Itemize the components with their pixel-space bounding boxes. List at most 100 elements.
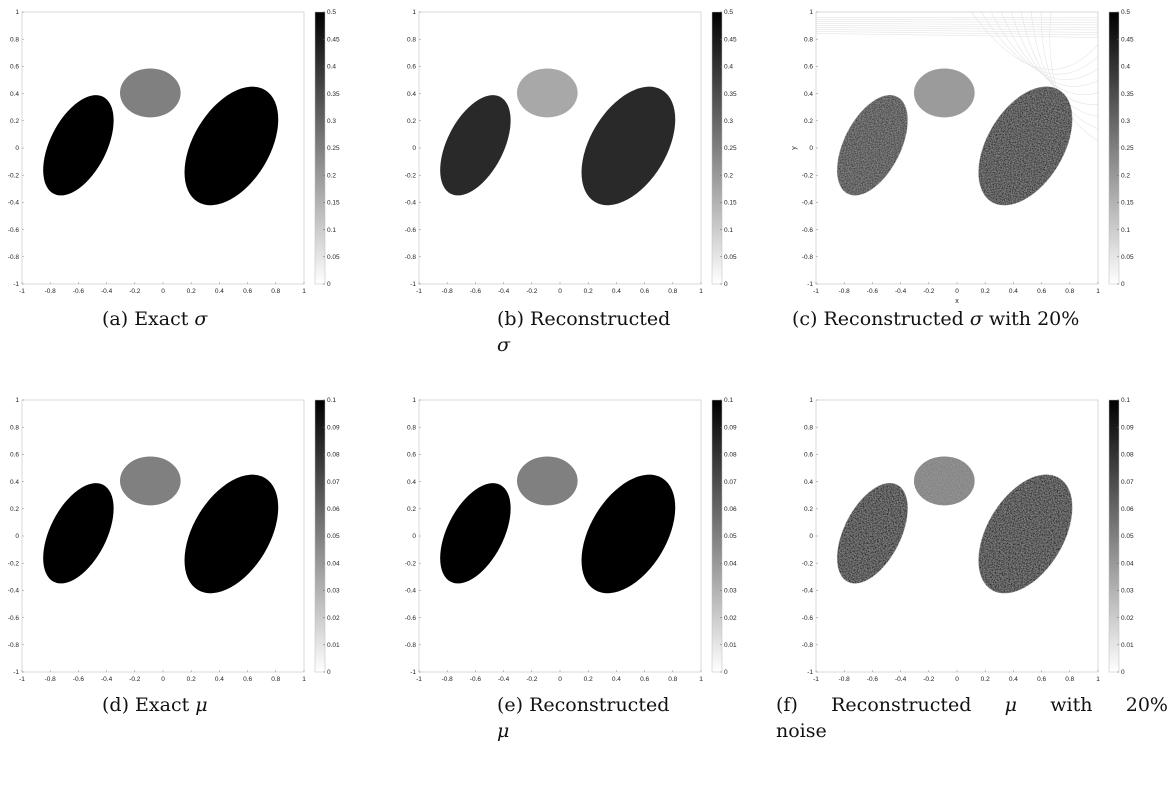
- y-tick-label: 0.4: [10, 91, 19, 98]
- colorbar-tick-label: 0.07: [724, 479, 737, 486]
- x-tick-label: -0.8: [45, 676, 57, 683]
- x-tick-label: -0.8: [45, 288, 57, 295]
- y-tick-label: 0.8: [804, 424, 813, 431]
- y-tick-label: -1: [410, 669, 416, 676]
- right-ellipse: [184, 86, 279, 206]
- colorbar-tick-label: 0.03: [327, 588, 340, 595]
- y-tick-label: -0.4: [405, 588, 417, 595]
- y-tick-label: 0.2: [10, 118, 19, 125]
- y-tick-label: 0.4: [407, 479, 416, 486]
- colorbar-tick-label: 0.35: [724, 91, 737, 98]
- y-tick-label: -0.8: [405, 254, 417, 261]
- colorbar-tick-label: 0: [327, 281, 331, 288]
- caption-label: (d) Exact: [102, 694, 196, 716]
- x-axis-label: x: [955, 298, 959, 305]
- y-tick-label: -0.6: [405, 227, 417, 234]
- left-ellipse: [837, 483, 908, 584]
- x-tick-label: -0.8: [839, 676, 851, 683]
- y-tick-label: -0.8: [802, 642, 814, 649]
- x-tick-label: -0.8: [839, 288, 851, 295]
- y-tick-label: -0.2: [8, 560, 20, 567]
- x-tick-label: -0.6: [73, 288, 85, 295]
- x-tick-label: -1: [813, 288, 819, 295]
- x-tick-label: 1: [302, 288, 306, 295]
- x-tick-label: 0.8: [668, 288, 677, 295]
- colorbar-tick-label: 0.3: [327, 118, 336, 125]
- y-tick-label: 0.6: [10, 452, 19, 459]
- colorbar-tick-label: 0.3: [724, 118, 733, 125]
- y-tick-label: 0: [809, 145, 813, 152]
- colorbar-tick-label: 0.08: [327, 452, 340, 459]
- colorbar-tick-label: 0.1: [327, 227, 336, 234]
- x-tick-label: -0.6: [73, 676, 85, 683]
- x-tick-label: 0.2: [584, 288, 593, 295]
- colorbar-tick-label: 0.3: [1121, 118, 1130, 125]
- caption-second-line: noise: [776, 720, 827, 742]
- small-disk: [516, 68, 578, 118]
- caption-line: (a) Exact σ: [102, 306, 262, 332]
- colorbar-tick-label: 0.15: [724, 200, 737, 207]
- right-ellipse: [184, 474, 279, 594]
- x-tick-label: 0: [955, 288, 959, 295]
- colorbar-tick-label: 0.05: [327, 254, 340, 261]
- colorbar-tick-label: 0.05: [327, 533, 340, 540]
- y-tick-label: -0.8: [405, 642, 417, 649]
- y-tick-label: -0.4: [8, 588, 20, 595]
- colorbar-tick-label: 0.35: [1121, 91, 1134, 98]
- x-tick-label: -0.8: [442, 676, 454, 683]
- y-tick-label: 1: [809, 397, 813, 404]
- left-ellipse: [43, 95, 114, 196]
- x-tick-label: 0: [558, 288, 562, 295]
- y-tick-label: -0.8: [802, 254, 814, 261]
- x-tick-label: 0.4: [612, 676, 621, 683]
- y-tick-label: -0.6: [802, 227, 814, 234]
- x-tick-label: 0.6: [243, 676, 252, 683]
- y-tick-label: 0.2: [804, 118, 813, 125]
- caption-a: (a) Exact σ: [102, 306, 262, 332]
- caption-d: (d) Exact μ: [102, 692, 262, 718]
- subfigure-d: -1 -0.8 -0.6 -0.4 -0.2 0 0.2 0.4 0.6 0.8 1 -1 -0.8 -0…: [8, 397, 362, 690]
- x-tick-label: -1: [19, 676, 25, 683]
- subfigure-c: -1 -0.8 -0.6 -0.4 -0.2 0 0.2 0.4 0.6 0.8 1 -1 -0.8 -0…: [791, 9, 1156, 305]
- y-tick-label: -0.6: [8, 227, 20, 234]
- colorbar-tick-label: 0.1: [1121, 397, 1130, 404]
- small-disk: [913, 68, 975, 118]
- y-tick-label: 0.4: [804, 91, 813, 98]
- y-tick-label: 0.8: [10, 424, 19, 431]
- x-tick-label: 1: [699, 676, 703, 683]
- colorbar-tick-label: 0.45: [327, 36, 340, 43]
- x-tick-label: -0.6: [470, 676, 482, 683]
- colorbar-tick-label: 0.03: [724, 588, 737, 595]
- colorbar-tick-label: 0.1: [327, 397, 336, 404]
- colorbar-tick-label: 0.04: [327, 560, 340, 567]
- caption-suffix: with 20%: [982, 308, 1080, 330]
- left-ellipse: [43, 483, 114, 584]
- x-tick-label: 0.6: [1037, 288, 1046, 295]
- subfigure-f: -1 -0.8 -0.6 -0.4 -0.2 0 0.2 0.4 0.6 0.8 1 -1 -0.8 -0…: [802, 397, 1156, 690]
- x-tick-label: -1: [416, 288, 422, 295]
- y-tick-label: -1: [13, 669, 19, 676]
- colorbar-tick-label: 0.25: [1121, 145, 1134, 152]
- colorbar-tick-label: 0.05: [724, 254, 737, 261]
- colorbar-tick-label: 0.25: [327, 145, 340, 152]
- y-tick-label: 1: [809, 9, 813, 16]
- plot-f: -1 -0.8 -0.6 -0.4 -0.2 0 0.2 0.4 0.6 0.8 1 -1 -0.8 -0…: [802, 397, 1134, 683]
- x-tick-label: -1: [813, 676, 819, 683]
- colorbar-tick-label: 0.04: [724, 560, 737, 567]
- colorbar-tick-label: 0: [724, 669, 728, 676]
- colorbar-tick-label: 0.01: [724, 642, 737, 649]
- colorbar-tick-label: 0.02: [1121, 615, 1134, 622]
- x-tick-label: -0.4: [101, 676, 113, 683]
- colorbar-tick-label: 0.09: [327, 424, 340, 431]
- x-tick-label: -0.8: [442, 288, 454, 295]
- y-tick-label: 0.2: [804, 506, 813, 513]
- colorbar-tick-label: 0.25: [724, 145, 737, 152]
- colorbar-tick-label: 0.1: [1121, 227, 1130, 234]
- y-tick-label: -0.2: [802, 560, 814, 567]
- x-tick-label: 0.4: [215, 288, 224, 295]
- y-tick-label: 0.4: [804, 479, 813, 486]
- x-tick-label: -0.4: [895, 676, 907, 683]
- x-tick-label: -0.6: [867, 288, 879, 295]
- colorbar-tick-label: 0.01: [327, 642, 340, 649]
- colorbar-tick-label: 0.1: [724, 227, 733, 234]
